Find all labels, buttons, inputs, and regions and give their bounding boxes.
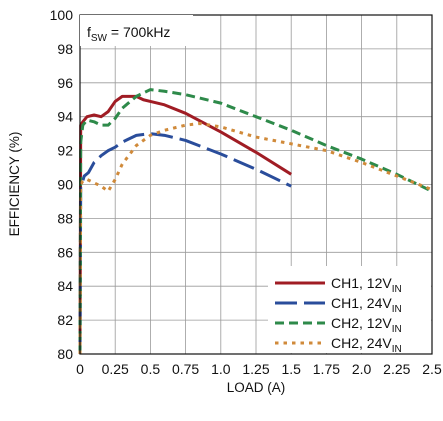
frequency-annotation: fSW = 700kHz (87, 24, 170, 44)
x-tick-label: 1.25 (242, 361, 269, 377)
legend-box (268, 266, 431, 353)
x-tick-label: 1.75 (313, 361, 340, 377)
series-line-1 (78, 94, 292, 355)
y-tick-label: 82 (57, 312, 73, 328)
y-tick-label: 86 (57, 244, 73, 260)
x-tick-label: 0.5 (141, 361, 161, 377)
legend-label-2: CH1, 24VIN (331, 295, 402, 315)
series-lines (78, 88, 433, 355)
x-tick-label: 0.75 (172, 361, 199, 377)
x-tick-label: 0 (76, 361, 84, 377)
annotation-subscript: SW (91, 33, 108, 44)
legend-label-1: CH1, 12VIN (331, 275, 402, 295)
y-tick-label: 90 (57, 177, 73, 193)
x-tick-label: 2.0 (352, 361, 372, 377)
series-line-2 (78, 132, 292, 355)
y-tick-label: 96 (57, 75, 73, 91)
x-tick-label: 1.0 (211, 361, 231, 377)
legend-label-3: CH2, 12VIN (331, 315, 402, 335)
x-tick-labels: 0 0.25 0.5 0.75 1.0 1.25 1.5 1.75 2.0 2.25 2.5 (76, 361, 442, 377)
y-tick-label: 92 (57, 143, 73, 159)
annotation-main: f (87, 24, 91, 40)
plot-frame (79, 14, 433, 355)
y-tick-label: 88 (57, 210, 73, 226)
x-tick-label: 2.25 (383, 361, 410, 377)
y-tick-labels: 80 82 84 86 88 90 92 94 96 98 100 (50, 7, 74, 362)
y-tick-label: 84 (57, 278, 73, 294)
x-tick-label: 2.5 (422, 361, 442, 377)
annotation-box (80, 15, 193, 46)
y-tick-label: 94 (57, 109, 73, 125)
x-tick-label: 1.5 (281, 361, 301, 377)
series-line-4 (78, 121, 433, 355)
x-tick-label: 0.25 (102, 361, 129, 377)
y-tick-label: 80 (57, 346, 73, 362)
annotation-rest: = 700kHz (107, 24, 170, 40)
series-line-3 (78, 88, 433, 355)
y-tick-label: 98 (57, 41, 73, 57)
y-axis-title: EFFICIENCY (%) (7, 132, 22, 237)
y-tick-label: 100 (50, 7, 74, 23)
x-axis-title: LOAD (A) (227, 380, 286, 395)
legend-label-4: CH2, 24VIN (331, 335, 402, 355)
